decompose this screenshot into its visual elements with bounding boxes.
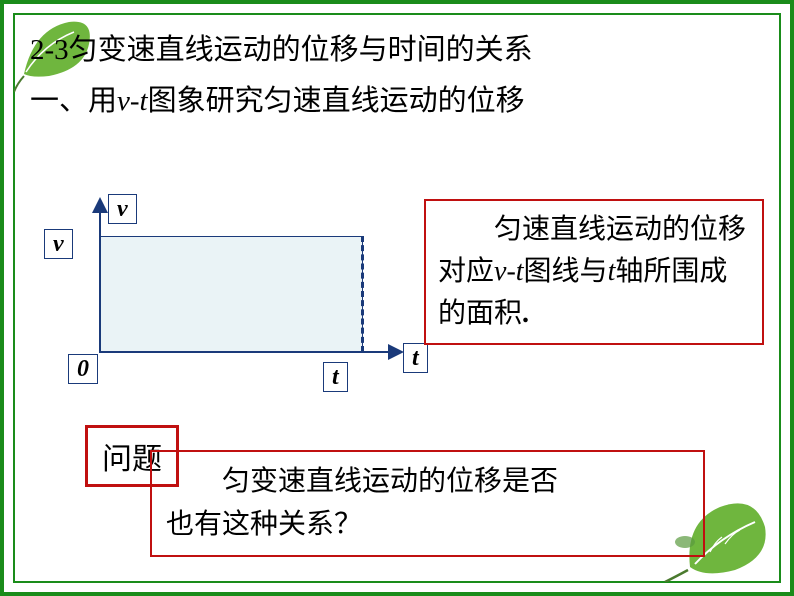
chart-x-axis [99,351,402,353]
chart-label-v-value: v [44,229,73,259]
slide-subtitle: 一、用v-t图象研究匀速直线运动的位移 [30,79,764,124]
question-line1: 匀变速直线运动的位移是否 [166,460,689,503]
explanation-box: 匀速直线运动的位移对应v-t图线与t轴所围成的面积. [424,199,764,345]
chart-y-axis [99,199,101,352]
vt-chart: v v 0 t t [58,196,418,406]
chart-label-v-axis: v [108,194,137,224]
question-box: 匀变速直线运动的位移是否 也有这种关系？ [150,450,705,557]
explain-mid: 图线与 [524,256,608,287]
explain-vt: v-t [494,256,524,287]
explain-period: . [522,298,529,329]
slide-title: 2-3匀变速直线运动的位移与时间的关系 [30,28,764,73]
subtitle-vt: v-t [117,85,148,117]
chart-label-origin: 0 [68,354,98,384]
chart-shaded-area [99,236,363,352]
subtitle-pre: 一、用 [30,85,117,117]
subtitle-post: 图象研究匀速直线运动的位移 [148,85,525,117]
chart-label-t-value: t [323,362,348,392]
question-line2: 也有这种关系？ [166,503,689,546]
chart-dashed-t [361,236,364,352]
chart-label-t-axis: t [403,343,428,373]
